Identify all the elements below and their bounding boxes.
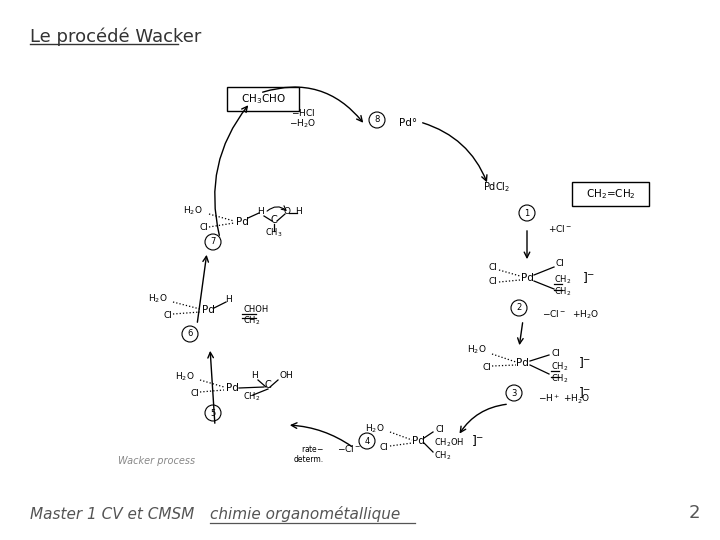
Text: ]$^{-}$: ]$^{-}$: [578, 355, 591, 370]
Text: Cl: Cl: [199, 224, 208, 233]
Text: 3: 3: [511, 388, 517, 397]
Text: 4: 4: [364, 436, 369, 446]
Text: 6: 6: [187, 329, 193, 339]
Text: +Cl$^-$: +Cl$^-$: [548, 222, 572, 233]
Text: Cl: Cl: [552, 348, 561, 357]
Text: H: H: [258, 206, 264, 215]
Text: CH$_2$: CH$_2$: [551, 361, 568, 373]
Text: CH$_2$OH: CH$_2$OH: [434, 437, 464, 449]
Text: Cl: Cl: [488, 264, 497, 273]
Text: Cl: Cl: [379, 442, 388, 451]
Text: CHOH: CHOH: [243, 305, 269, 314]
Text: Pd: Pd: [412, 436, 424, 446]
Text: Pd: Pd: [235, 217, 248, 227]
Text: CH$_2$: CH$_2$: [434, 450, 451, 462]
Text: ]$^{-}$: ]$^{-}$: [471, 434, 485, 448]
Text: OH: OH: [280, 372, 294, 381]
Text: CH$_2$: CH$_2$: [554, 286, 572, 298]
Text: 2: 2: [688, 504, 700, 522]
Circle shape: [519, 205, 535, 221]
Text: H: H: [296, 206, 302, 215]
Text: Cl: Cl: [488, 278, 497, 287]
Text: $-$Cl$^-$  +H$_2$O: $-$Cl$^-$ +H$_2$O: [542, 309, 599, 321]
Text: Cl: Cl: [163, 310, 172, 320]
Text: CH$_3$: CH$_3$: [265, 227, 283, 239]
FancyBboxPatch shape: [572, 182, 649, 206]
Circle shape: [369, 112, 385, 128]
Text: determ.: determ.: [294, 455, 324, 463]
Text: C: C: [265, 380, 271, 390]
Text: Pd°: Pd°: [399, 118, 417, 128]
Text: Wacker process: Wacker process: [118, 456, 195, 466]
Text: Pd: Pd: [521, 273, 534, 283]
Text: 1: 1: [524, 208, 530, 218]
Text: chimie organométallique: chimie organométallique: [210, 506, 400, 522]
FancyBboxPatch shape: [227, 87, 299, 111]
Text: H: H: [225, 295, 231, 305]
Text: Pd: Pd: [202, 305, 215, 315]
Text: rate$-$: rate$-$: [301, 442, 324, 454]
Text: 2: 2: [516, 303, 521, 313]
Text: Cl: Cl: [435, 426, 444, 435]
Text: Cl: Cl: [190, 388, 199, 397]
Text: Master 1 CV et CMSM: Master 1 CV et CMSM: [30, 507, 194, 522]
Text: H$_2$O: H$_2$O: [365, 423, 385, 435]
Text: $-$Cl$^-$: $-$Cl$^-$: [337, 442, 361, 454]
Text: CH$_2$=CH$_2$: CH$_2$=CH$_2$: [585, 187, 635, 201]
Text: $-$H$^+$ +H$_2$O: $-$H$^+$ +H$_2$O: [538, 393, 590, 406]
Text: Pd: Pd: [516, 358, 528, 368]
Text: 8: 8: [374, 116, 379, 125]
Text: Le procédé Wacker: Le procédé Wacker: [30, 28, 202, 46]
Text: H$_2$O: H$_2$O: [148, 293, 168, 305]
Text: Cl: Cl: [482, 362, 491, 372]
Circle shape: [182, 326, 198, 342]
Text: 7: 7: [210, 238, 216, 246]
Text: ]$^{-}$: ]$^{-}$: [582, 271, 595, 286]
Circle shape: [511, 300, 527, 316]
Text: H$_2$O: H$_2$O: [467, 344, 487, 356]
Text: $-$HCl: $-$HCl: [291, 106, 315, 118]
Text: CH$_2$: CH$_2$: [243, 391, 261, 403]
Circle shape: [506, 385, 522, 401]
Circle shape: [359, 433, 375, 449]
Circle shape: [205, 405, 221, 421]
Text: Cl: Cl: [556, 260, 565, 268]
Text: C: C: [271, 215, 277, 225]
Text: H$_2$O: H$_2$O: [176, 371, 195, 383]
Text: Pd: Pd: [225, 383, 238, 393]
Text: CH$_2$: CH$_2$: [243, 315, 261, 327]
Text: O: O: [284, 206, 290, 215]
Text: 5: 5: [210, 408, 215, 417]
Text: $-$H$_2$O: $-$H$_2$O: [289, 118, 317, 130]
Text: CH$_2$: CH$_2$: [551, 373, 568, 385]
Text: H: H: [251, 372, 258, 381]
Text: H$_2$O: H$_2$O: [184, 205, 203, 217]
Text: PdCl$_2$: PdCl$_2$: [483, 180, 510, 194]
Text: CH$_2$: CH$_2$: [554, 274, 572, 286]
Circle shape: [205, 234, 221, 250]
Text: CH$_3$CHO: CH$_3$CHO: [240, 92, 285, 106]
Text: ]$^{-}$: ]$^{-}$: [578, 386, 591, 401]
